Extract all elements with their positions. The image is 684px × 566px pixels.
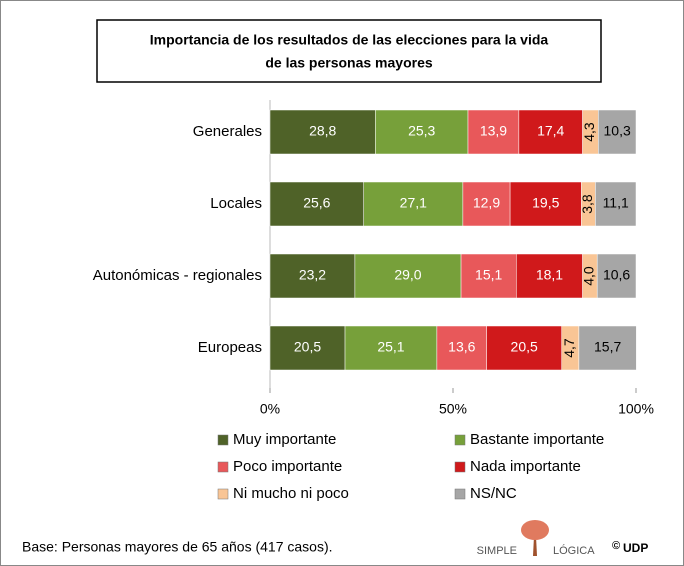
value-label: 13,6 <box>448 339 475 355</box>
bar-segment <box>462 181 511 227</box>
legend-label: Poco importante <box>233 458 342 475</box>
legend-marker <box>454 461 466 473</box>
value-label: 27,1 <box>400 195 427 211</box>
x-tick-label: 50% <box>439 401 467 417</box>
bar-segment <box>596 253 637 299</box>
value-label: 13,9 <box>480 123 507 139</box>
y-tick-label: Europeas <box>198 339 262 356</box>
legend-label: Ni mucho ni poco <box>233 485 349 502</box>
value-label: 28,8 <box>309 123 336 139</box>
bar-segment <box>578 325 637 371</box>
logo-text: LÓGICA <box>553 544 595 557</box>
bar-segment <box>269 253 356 299</box>
logo-trunk <box>533 536 537 556</box>
value-label: 3,8 <box>579 194 595 214</box>
value-label: 20,5 <box>294 339 321 355</box>
legend-label: Bastante importante <box>470 431 604 448</box>
legend-marker <box>217 434 229 446</box>
legend-label: NS/NC <box>470 485 517 502</box>
value-label: 15,1 <box>475 267 502 283</box>
value-label: 11,1 <box>603 195 629 211</box>
value-label: 25,6 <box>303 195 330 211</box>
bar-segment <box>344 325 438 371</box>
logo-tree <box>521 520 549 540</box>
copyright: UDP <box>623 541 648 555</box>
value-label: 12,9 <box>473 195 500 211</box>
bar-segment <box>363 181 464 227</box>
y-tick-label: Locales <box>210 195 262 212</box>
y-tick-label: Generales <box>193 123 262 140</box>
value-label: 25,1 <box>377 339 404 355</box>
logo: SIMPLE LÓGICA © UDP <box>477 520 648 557</box>
bar-segment <box>269 109 376 155</box>
legend-marker <box>454 488 466 500</box>
legend-marker <box>217 488 229 500</box>
value-label: 23,2 <box>299 267 326 283</box>
value-label: 10,3 <box>604 123 631 139</box>
bar-segment <box>598 109 637 155</box>
value-label: 29,0 <box>394 267 421 283</box>
value-label: 18,1 <box>536 267 563 283</box>
x-tick-label: 100% <box>618 401 654 417</box>
value-label: 4,0 <box>581 266 597 286</box>
title-box <box>96 19 602 83</box>
bar-segment <box>269 325 346 371</box>
value-label: 10,6 <box>603 267 630 283</box>
bar-segment <box>595 181 637 227</box>
x-tick-label: 0% <box>260 401 280 417</box>
value-label: 17,4 <box>537 123 564 139</box>
bar-segment <box>460 253 517 299</box>
bar-segment <box>269 181 364 227</box>
y-tick-label: Autonómicas - regionales <box>93 267 262 284</box>
legend-label: Nada importante <box>470 458 581 475</box>
bar-segment <box>375 109 469 155</box>
value-label: 4,7 <box>561 338 577 358</box>
value-label: 20,5 <box>511 339 538 355</box>
value-label: 4,3 <box>581 122 597 142</box>
bar-segment <box>354 253 462 299</box>
footnote: Base: Personas mayores de 65 años (417 c… <box>22 539 333 555</box>
bar-segment <box>516 253 583 299</box>
bar-segment <box>518 109 583 155</box>
chart-title: Importancia de los resultados de las ele… <box>150 32 549 48</box>
legend-label: Muy importante <box>233 431 336 448</box>
bar-segment <box>509 181 582 227</box>
bar-segment <box>467 109 520 155</box>
legend-marker <box>217 461 229 473</box>
logo-text: SIMPLE <box>477 545 517 557</box>
value-label: 19,5 <box>532 195 559 211</box>
copyright: © <box>612 540 620 552</box>
legend-marker <box>454 434 466 446</box>
chart-title: de las personas mayores <box>265 55 433 71</box>
value-label: 25,3 <box>408 123 435 139</box>
bar-segment <box>486 325 562 371</box>
value-label: 15,7 <box>594 339 621 355</box>
